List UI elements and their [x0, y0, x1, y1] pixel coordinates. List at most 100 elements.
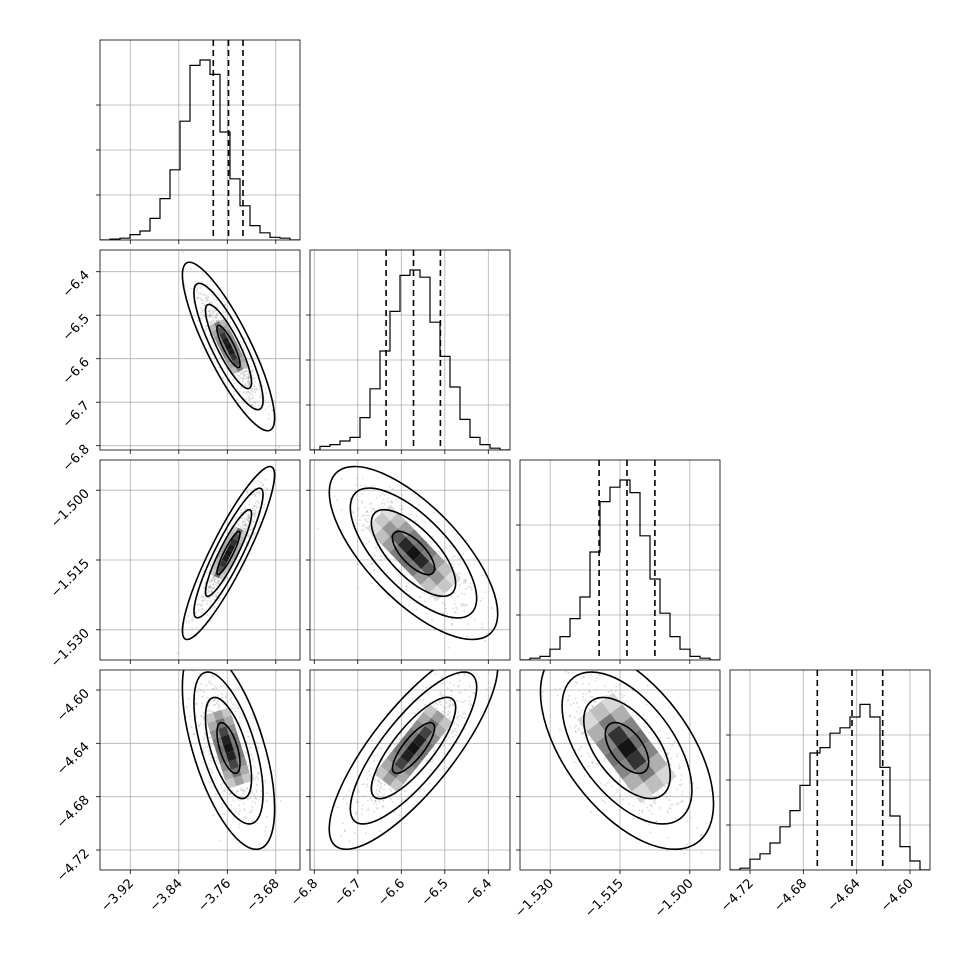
scatter-point [208, 322, 211, 324]
scatter-point [228, 378, 231, 381]
scatter-point [240, 376, 243, 379]
scatter-point [242, 372, 244, 374]
scatter-point [185, 716, 187, 718]
scatter-point [216, 702, 218, 704]
scatter-point [401, 569, 403, 571]
panel-2-2 [516, 459, 721, 664]
scatter-point [257, 746, 260, 749]
scatter-point [257, 771, 259, 774]
scatter-point [680, 773, 683, 776]
scatter-point [342, 822, 344, 824]
scatter-point [209, 347, 211, 349]
scatter-point [574, 697, 577, 700]
scatter-point [248, 391, 251, 394]
scatter-point [246, 367, 249, 369]
scatter-point [462, 553, 464, 555]
scatter-point [461, 592, 463, 595]
scatter-point [216, 591, 219, 594]
scatter-point [391, 488, 394, 491]
scatter-point [250, 529, 252, 531]
scatter-point [252, 513, 255, 516]
scatter-point [203, 587, 206, 589]
scatter-point [249, 398, 251, 401]
scatter-point [259, 795, 262, 798]
scatter-point [523, 648, 525, 650]
scatter-point [223, 685, 226, 687]
scatter-point [660, 740, 662, 743]
scatter-point [481, 597, 484, 600]
scatter-point [248, 381, 251, 384]
scatter-point [205, 300, 207, 303]
scatter-point [572, 702, 575, 704]
scatter-point [216, 550, 218, 552]
density-cell [432, 723, 447, 738]
scatter-point [583, 732, 585, 734]
scatter-point [260, 471, 262, 474]
scatter-point [247, 514, 250, 516]
scatter-point [559, 729, 561, 731]
scatter-point [242, 802, 245, 805]
scatter-point [582, 676, 584, 679]
scatter-point [204, 294, 206, 296]
scatter-point [212, 688, 215, 690]
scatter-point [258, 404, 260, 407]
scatter-point [247, 380, 250, 383]
scatter-point [563, 680, 565, 683]
scatter-point [641, 811, 643, 813]
contour-3-1-1 [370, 696, 457, 800]
scatter-point [252, 397, 254, 399]
scatter-point [689, 782, 692, 784]
scatter-point [207, 746, 209, 748]
scatter-point [389, 486, 391, 488]
scatter-point [679, 766, 681, 769]
scatter-point [243, 375, 245, 378]
scatter-point [464, 581, 466, 584]
scatter-point [229, 698, 231, 701]
scatter-point [449, 545, 451, 547]
scatter-point [449, 705, 452, 707]
scatter-point [208, 737, 211, 739]
scatter-point [240, 373, 242, 376]
scatter-point [433, 750, 435, 752]
scatter-point [593, 700, 596, 703]
scatter-point [405, 585, 408, 587]
scatter-point [200, 317, 202, 320]
scatter-point [234, 382, 236, 385]
scatter-point [359, 519, 361, 521]
scatter-point [369, 503, 371, 505]
scatter-point [211, 591, 213, 593]
scatter-point [211, 592, 213, 594]
scatter-point [262, 385, 264, 387]
scatter-point [209, 302, 211, 305]
scatter-point [212, 814, 215, 816]
scatter-point [208, 591, 210, 593]
scatter-point [222, 297, 224, 300]
scatter-point [201, 595, 203, 597]
scatter-point [247, 391, 249, 393]
scatter-point [231, 696, 233, 699]
scatter-point [442, 760, 445, 762]
scatter-point [380, 559, 382, 561]
density-cell [436, 577, 453, 594]
density-cell [610, 704, 632, 726]
scatter-point [587, 734, 590, 737]
scatter-point [248, 385, 250, 387]
scatter-point [246, 492, 249, 494]
scatter-point [255, 492, 258, 494]
scatter-point [202, 302, 205, 305]
scatter-point [211, 557, 213, 559]
scatter-point [213, 704, 215, 706]
scatter-point [358, 791, 360, 793]
scatter-point [463, 603, 465, 605]
scatter-point [367, 514, 370, 517]
scatter-point [217, 581, 219, 583]
scatter-point [577, 749, 580, 752]
scatter-point [246, 508, 249, 510]
scatter-point [463, 711, 465, 713]
scatter-point [207, 655, 209, 657]
scatter-point [246, 377, 249, 379]
scatter-point [251, 370, 253, 373]
scatter-point [247, 373, 249, 375]
scatter-point [400, 733, 402, 735]
scatter-point [452, 607, 454, 610]
